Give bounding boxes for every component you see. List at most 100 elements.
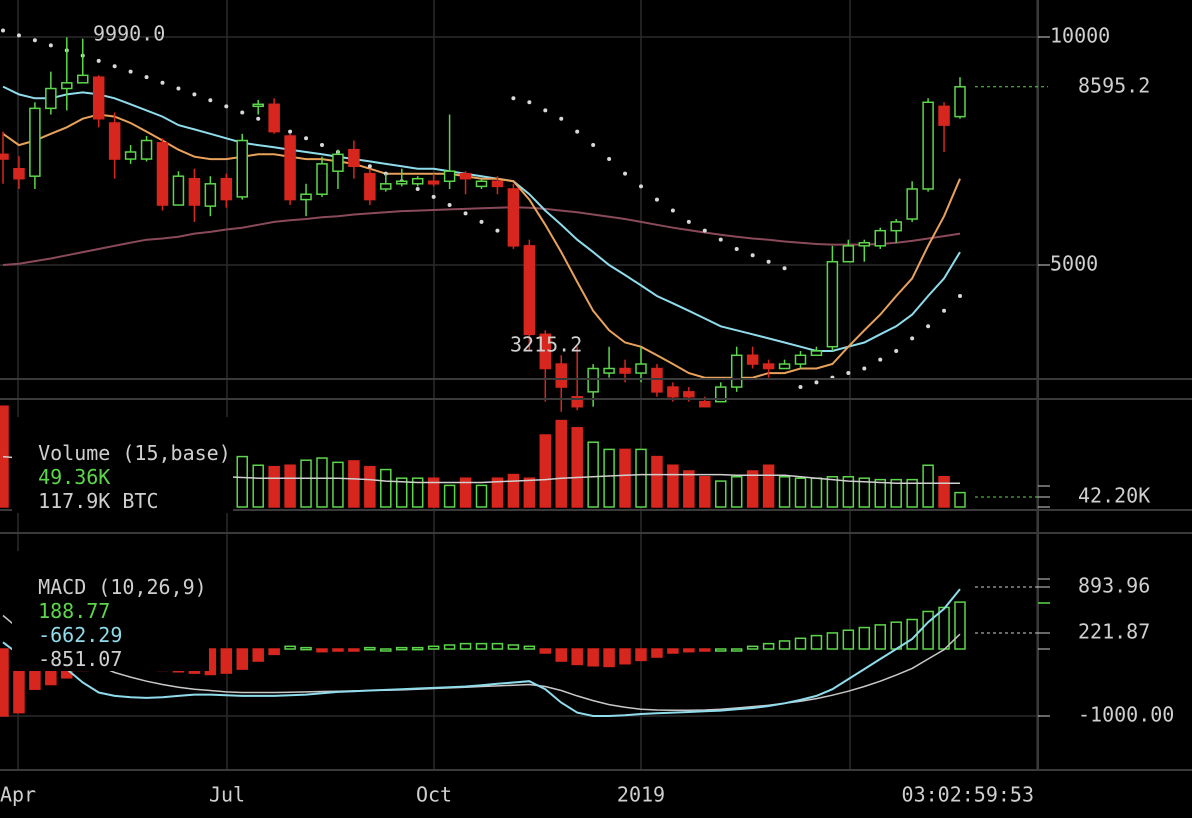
candle-up[interactable]: [411, 177, 424, 185]
macd-bar-positive[interactable]: [858, 626, 871, 650]
volume-bar-down[interactable]: [507, 473, 520, 508]
candle-up[interactable]: [858, 241, 871, 247]
candle-up[interactable]: [61, 82, 73, 90]
candle-up[interactable]: [29, 107, 41, 177]
candle-up[interactable]: [45, 87, 57, 110]
candle-down[interactable]: [619, 367, 631, 374]
macd-bar-positive[interactable]: [459, 642, 472, 650]
macd-bar-positive[interactable]: [922, 610, 934, 650]
candle-up[interactable]: [794, 354, 807, 365]
candle-down[interactable]: [746, 354, 759, 365]
volume-bar-up[interactable]: [842, 476, 855, 508]
candle-up[interactable]: [172, 175, 185, 206]
macd-bar-negative[interactable]: [332, 648, 344, 652]
volume-bar-up[interactable]: [826, 476, 839, 508]
candle-up[interactable]: [475, 180, 488, 188]
candle-up[interactable]: [826, 260, 839, 348]
volume-bar-down[interactable]: [491, 477, 504, 508]
candle-down[interactable]: [268, 103, 280, 133]
volume-bar-up[interactable]: [603, 448, 615, 508]
volume-bar-up[interactable]: [443, 484, 456, 508]
volume-bar-down[interactable]: [571, 427, 583, 508]
macd-bar-negative[interactable]: [667, 648, 679, 654]
candle-up[interactable]: [124, 151, 137, 160]
candle-down[interactable]: [13, 167, 25, 180]
candle-up[interactable]: [204, 183, 217, 207]
candle-down[interactable]: [348, 148, 360, 168]
candle-down[interactable]: [651, 367, 663, 393]
macd-bar-positive[interactable]: [778, 640, 791, 650]
macd-bar-positive[interactable]: [890, 621, 902, 650]
macd-bar-negative[interactable]: [220, 648, 233, 674]
volume-bar-down[interactable]: [683, 470, 695, 508]
macd-bar-negative[interactable]: [619, 648, 631, 665]
volume-bar-down[interactable]: [364, 465, 376, 508]
volume-bar-up[interactable]: [794, 477, 807, 508]
candle-up[interactable]: [810, 350, 823, 357]
candle-down[interactable]: [0, 153, 9, 160]
candle-up[interactable]: [635, 363, 647, 374]
macd-bar-negative[interactable]: [635, 648, 647, 662]
volume-bar-up[interactable]: [316, 457, 328, 508]
candle-down[interactable]: [364, 172, 376, 201]
volume-bar-down[interactable]: [348, 460, 360, 508]
volume-bar-up[interactable]: [635, 448, 647, 508]
candle-up[interactable]: [922, 101, 934, 190]
volume-bar-up[interactable]: [300, 459, 312, 508]
volume-panel[interactable]: [0, 405, 966, 508]
candle-down[interactable]: [507, 188, 520, 247]
candle-down[interactable]: [571, 395, 583, 408]
volume-bar-down[interactable]: [523, 477, 536, 508]
price-panel[interactable]: 9990.0 3215.2: [0, 22, 966, 412]
macd-bar-negative[interactable]: [539, 648, 552, 654]
macd-bar-negative[interactable]: [587, 648, 599, 667]
macd-bar-positive[interactable]: [794, 637, 807, 650]
volume-bar-up[interactable]: [475, 484, 488, 508]
macd-bar-negative[interactable]: [348, 648, 360, 652]
candle-down[interactable]: [523, 245, 536, 336]
volume-bar-up[interactable]: [922, 464, 934, 508]
volume-bar-down[interactable]: [459, 477, 472, 508]
candle-up[interactable]: [778, 363, 791, 370]
candle-down[interactable]: [762, 363, 775, 370]
candle-down[interactable]: [938, 105, 950, 126]
candle-up[interactable]: [316, 163, 328, 195]
candle-down[interactable]: [683, 391, 695, 398]
candle-up[interactable]: [380, 183, 392, 190]
candle-up[interactable]: [77, 74, 89, 84]
candle-down[interactable]: [220, 177, 233, 201]
macd-bar-negative[interactable]: [699, 648, 711, 652]
volume-bar-down[interactable]: [619, 448, 631, 508]
macd-bar-positive[interactable]: [762, 642, 775, 650]
candle-up[interactable]: [906, 188, 918, 220]
macd-bar-positive[interactable]: [954, 601, 966, 650]
candle-up[interactable]: [715, 386, 727, 403]
macd-bar-negative[interactable]: [236, 648, 248, 670]
candle-up[interactable]: [140, 139, 153, 160]
volume-bar-down[interactable]: [746, 470, 759, 508]
candle-up[interactable]: [300, 193, 312, 201]
macd-bar-positive[interactable]: [938, 606, 950, 650]
candle-up[interactable]: [236, 139, 248, 198]
candle-up[interactable]: [730, 354, 743, 388]
volume-bar-up[interactable]: [954, 491, 966, 508]
macd-bar-negative[interactable]: [571, 648, 583, 666]
candle-down[interactable]: [156, 142, 169, 206]
volume-bar-down[interactable]: [555, 419, 567, 508]
candle-up[interactable]: [603, 367, 615, 374]
macd-bar-positive[interactable]: [300, 646, 312, 651]
volume-bar-up[interactable]: [890, 478, 902, 508]
candle-down[interactable]: [459, 172, 472, 180]
candle-down[interactable]: [539, 333, 552, 370]
macd-bar-positive[interactable]: [730, 648, 743, 652]
candle-up[interactable]: [587, 367, 599, 393]
macd-bar-positive[interactable]: [810, 634, 823, 650]
candle-down[interactable]: [667, 386, 679, 398]
volume-bar-down[interactable]: [762, 464, 775, 508]
macd-bar-positive[interactable]: [507, 644, 520, 650]
macd-bar-negative[interactable]: [603, 648, 615, 668]
volume-bar-up[interactable]: [411, 477, 424, 508]
macd-bar-negative[interactable]: [651, 648, 663, 658]
volume-bar-up[interactable]: [587, 441, 599, 508]
volume-bar-up[interactable]: [810, 477, 823, 508]
